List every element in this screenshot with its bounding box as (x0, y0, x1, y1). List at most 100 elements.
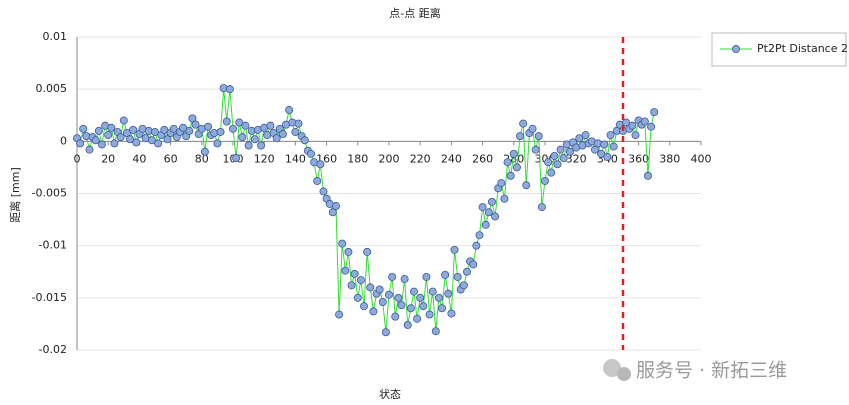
data-point (462, 267, 471, 276)
data-point (565, 147, 574, 156)
data-point (628, 121, 637, 130)
data-point (472, 241, 481, 250)
data-point (238, 133, 247, 142)
y-tick-label: -0.02 (39, 343, 67, 356)
data-point (431, 327, 440, 336)
data-point (487, 197, 496, 206)
data-point (191, 120, 200, 129)
data-point (447, 309, 456, 318)
data-point (434, 293, 443, 302)
data-point (450, 245, 459, 254)
data-point (384, 290, 393, 299)
x-tick-label: 60 (164, 152, 178, 165)
data-point (316, 160, 325, 169)
data-point (266, 121, 275, 130)
x-tick-label: 240 (441, 152, 462, 165)
legend-marker (732, 45, 741, 54)
data-point (603, 152, 612, 161)
x-tick-label: 360 (628, 152, 649, 165)
data-point (453, 272, 462, 281)
data-point (559, 154, 568, 163)
data-point (250, 135, 259, 144)
data-point (422, 272, 431, 281)
data-point (544, 158, 553, 167)
data-point (360, 302, 369, 311)
data-point (110, 139, 119, 148)
data-point (335, 310, 344, 319)
data-point (97, 140, 106, 149)
data-point (413, 314, 422, 323)
x-axis-label: 状态 (379, 387, 401, 401)
y-tick-label: -0.015 (32, 291, 67, 304)
x-tick-label: 20 (101, 152, 115, 165)
data-point (441, 270, 450, 279)
x-tick-label: 180 (347, 152, 368, 165)
data-point (547, 168, 556, 177)
x-tick-label: 200 (379, 152, 400, 165)
data-point (169, 124, 178, 133)
data-point (606, 131, 615, 140)
series-line (76, 88, 655, 333)
data-point (478, 203, 487, 212)
data-point (375, 285, 384, 294)
data-point (363, 247, 372, 256)
data-point (79, 124, 88, 133)
data-point (132, 138, 141, 147)
data-point (475, 231, 484, 240)
data-point (522, 181, 531, 190)
data-point (416, 293, 425, 302)
data-point (534, 132, 543, 141)
data-point (609, 142, 618, 151)
x-tick-label: 220 (410, 152, 431, 165)
data-point (397, 301, 406, 310)
data-point (469, 260, 478, 269)
data-point (519, 119, 528, 128)
data-point (581, 131, 590, 140)
data-point (406, 304, 415, 313)
data-point (640, 117, 649, 126)
x-tick-label: 120 (254, 152, 275, 165)
data-point (425, 310, 434, 319)
data-point (285, 106, 294, 115)
data-point (278, 130, 287, 139)
data-point (119, 116, 128, 125)
data-point (388, 272, 397, 281)
data-point (331, 202, 340, 211)
data-point (528, 124, 537, 133)
data-point (204, 122, 213, 131)
data-point (556, 145, 565, 154)
data-point (631, 131, 640, 140)
x-tick-label: 40 (132, 152, 146, 165)
data-point (179, 123, 188, 132)
x-tick-label: 140 (285, 152, 306, 165)
data-point (147, 136, 156, 145)
y-tick-label: 0.01 (43, 30, 68, 43)
x-tick-label: 400 (691, 152, 712, 165)
y-tick-label: -0.01 (39, 239, 67, 252)
data-point (600, 140, 609, 149)
data-point (506, 171, 515, 180)
data-point (313, 176, 322, 185)
data-point (378, 298, 387, 307)
data-point (575, 134, 584, 143)
data-point (107, 123, 116, 132)
data-point (350, 269, 359, 278)
data-point (497, 179, 506, 188)
data-point (516, 132, 525, 141)
data-point (228, 124, 237, 133)
data-point (200, 147, 209, 156)
data-point (500, 194, 509, 203)
y-axis-label: 距离 [mm] (8, 167, 22, 223)
data-point (512, 163, 521, 172)
data-point (444, 289, 453, 298)
data-point (394, 293, 403, 302)
data-point (503, 158, 512, 167)
data-point (344, 247, 353, 256)
data-point (216, 127, 225, 136)
watermark-icon (603, 359, 631, 381)
data-point (232, 154, 241, 163)
data-point (409, 287, 418, 296)
data-point (553, 160, 562, 169)
data-point (241, 121, 250, 130)
